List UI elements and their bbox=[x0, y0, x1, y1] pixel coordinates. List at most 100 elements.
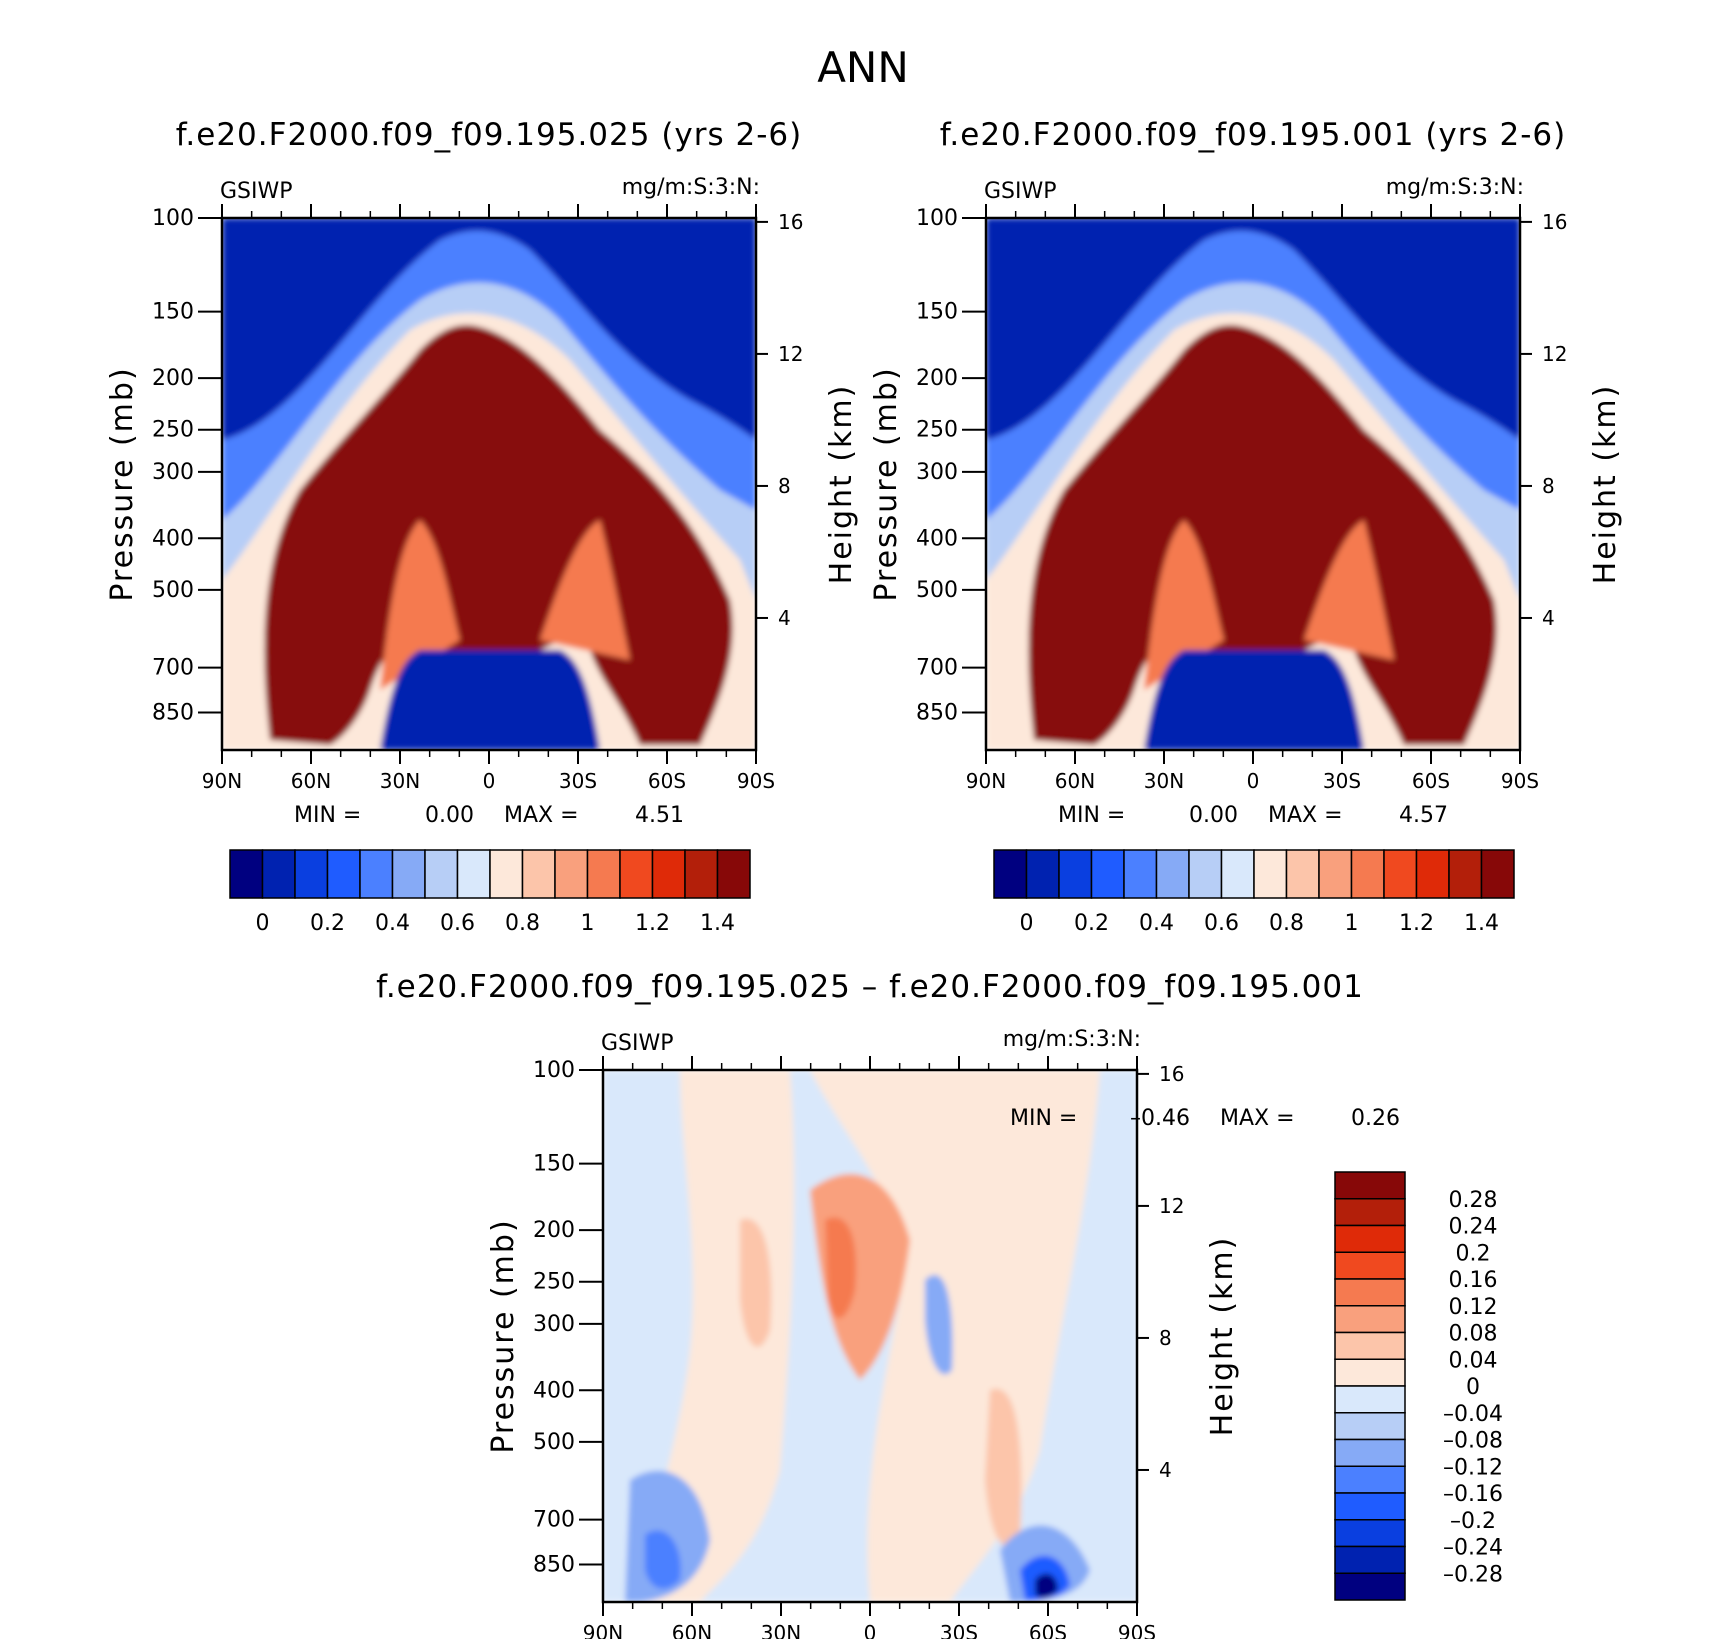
colorbar-label: 0 bbox=[256, 911, 270, 936]
y-tick-label: 250 bbox=[152, 418, 194, 443]
y-tick-label: 850 bbox=[152, 700, 194, 725]
variable-label: GSIWP bbox=[601, 1031, 674, 1056]
contour-level-low-lobe bbox=[1144, 650, 1364, 750]
panel-title: f.e20.F2000.f09_f09.195.001 (yrs 2-6) bbox=[940, 117, 1567, 153]
min-max-readout: MIN = 0.00 MAX = 4.57 bbox=[1058, 803, 1448, 828]
panel-title: f.e20.F2000.f09_f09.195.025 (yrs 2-6) bbox=[176, 117, 803, 153]
colorbar-label: 0.6 bbox=[1204, 911, 1239, 936]
colorbar-swatch bbox=[684, 849, 719, 899]
max-value: 4.57 bbox=[1399, 803, 1448, 828]
x-tick-label: 30S bbox=[1323, 769, 1361, 793]
colorbar-label: 1.2 bbox=[635, 911, 670, 936]
colorbar-swatch bbox=[359, 849, 394, 899]
y-tick-label: 300 bbox=[533, 1312, 575, 1337]
max-label: MAX = bbox=[504, 803, 579, 828]
colorbar-swatch bbox=[1318, 849, 1353, 899]
y-tick-label: 100 bbox=[152, 206, 194, 231]
colorbar-1: 0 0.2 0.4 0.6 0.8 1 1.2 1.4 bbox=[993, 849, 1515, 936]
colorbar-swatch bbox=[1334, 1224, 1406, 1253]
colorbar-swatch bbox=[1058, 849, 1093, 899]
contour-field bbox=[603, 1070, 1137, 1602]
colorbar-label: 0.4 bbox=[375, 911, 410, 936]
x-tick-label: 60S bbox=[648, 769, 686, 793]
colorbar-swatch bbox=[1480, 849, 1515, 899]
colorbar-swatch bbox=[456, 849, 491, 899]
colorbar-swatch bbox=[1334, 1251, 1406, 1280]
min-max-readout: MIN = –0.46 MAX = 0.26 bbox=[1010, 1106, 1400, 1131]
colorbar-label: 0.2 bbox=[1074, 911, 1109, 936]
colorbar-label: –0.24 bbox=[1443, 1536, 1503, 1561]
colorbar-swatch bbox=[489, 849, 524, 899]
colorbar-label: 0.04 bbox=[1449, 1348, 1498, 1373]
min-label: MIN = bbox=[1058, 803, 1125, 828]
y-tick-label: 300 bbox=[916, 460, 958, 485]
x-tick-label: 90S bbox=[737, 769, 775, 793]
colorbar-2: 0.280.240.20.160.120.080.040–0.04–0.08–0… bbox=[1334, 1171, 1503, 1601]
contour-level-negative-lobe bbox=[925, 1274, 953, 1375]
colorbar-label: 0 bbox=[1466, 1375, 1480, 1400]
x-tick-label: 0 bbox=[864, 1621, 877, 1639]
y-tick-label: 700 bbox=[152, 656, 194, 681]
colorbar-swatch bbox=[554, 849, 589, 899]
colorbar-swatch bbox=[1350, 849, 1385, 899]
y2-tick-label: 16 bbox=[1159, 1062, 1184, 1086]
min-max-readout: MIN = 0.00 MAX = 4.51 bbox=[294, 803, 684, 828]
y-tick-label: 200 bbox=[533, 1218, 575, 1243]
contour-level-negative-high bbox=[645, 1530, 681, 1589]
colorbar-swatch bbox=[294, 849, 329, 899]
y2-tick-label: 12 bbox=[1159, 1194, 1184, 1218]
contour-field bbox=[986, 218, 1520, 750]
colorbar-swatch bbox=[1334, 1492, 1406, 1521]
panel-test: f.e20.F2000.f09_f09.195.001 (yrs 2-6) GS… bbox=[940, 117, 1567, 750]
x-tick-label: 0 bbox=[483, 769, 496, 793]
contour-level-positive-high bbox=[825, 1217, 856, 1319]
contour-level-positive-small bbox=[640, 1070, 795, 1602]
panel-difference: f.e20.F2000.f09_f09.195.025 – f.e20.F200… bbox=[376, 969, 1363, 1602]
colorbar-label: 0 bbox=[1020, 911, 1034, 936]
colorbar-swatch bbox=[1334, 1198, 1406, 1227]
min-value: 0.00 bbox=[1189, 803, 1238, 828]
max-label: MAX = bbox=[1220, 1106, 1295, 1131]
colorbar-label: –0.16 bbox=[1443, 1482, 1503, 1507]
colorbar-swatch bbox=[1285, 849, 1320, 899]
contour-level-upper-mid bbox=[1144, 520, 1394, 690]
colorbar-swatch bbox=[229, 849, 264, 899]
y-tick-label: 700 bbox=[533, 1508, 575, 1533]
y-tick-label: 200 bbox=[152, 366, 194, 391]
colorbar-swatch bbox=[1334, 1331, 1406, 1360]
y-tick-label: 300 bbox=[152, 460, 194, 485]
variable-label: GSIWP bbox=[984, 179, 1057, 204]
colorbar-swatch bbox=[1220, 849, 1255, 899]
colorbar-swatch bbox=[261, 849, 296, 899]
y2-axis-label: Height (km) bbox=[1588, 384, 1623, 585]
max-label: MAX = bbox=[1268, 803, 1343, 828]
colorbar-swatch bbox=[1334, 1171, 1406, 1200]
colorbar-swatch bbox=[424, 849, 459, 899]
y2-tick-label: 4 bbox=[778, 606, 791, 630]
min-label: MIN = bbox=[1010, 1106, 1077, 1131]
colorbar-label: 0.8 bbox=[505, 911, 540, 936]
y2-tick-label: 12 bbox=[778, 342, 803, 366]
y2-axis-label: Height (km) bbox=[1205, 1236, 1240, 1437]
colorbar-label: –0.28 bbox=[1443, 1562, 1503, 1587]
y-tick-label: 400 bbox=[916, 526, 958, 551]
y-tick-label: 150 bbox=[533, 1152, 575, 1177]
colorbar-label: 1 bbox=[581, 911, 595, 936]
colorbar-swatch bbox=[1025, 849, 1060, 899]
y-tick-label: 500 bbox=[916, 578, 958, 603]
x-tick-label: 60N bbox=[291, 769, 331, 793]
colorbar-swatch bbox=[1383, 849, 1418, 899]
y-tick-label: 250 bbox=[916, 418, 958, 443]
y-tick-label: 250 bbox=[533, 1270, 575, 1295]
x-tick-label: 90N bbox=[966, 769, 1006, 793]
max-value: 4.51 bbox=[635, 803, 684, 828]
colorbar-0: 0 0.2 0.4 0.6 0.8 1 1.2 1.4 bbox=[229, 849, 751, 936]
y-tick-label: 850 bbox=[916, 700, 958, 725]
colorbar-swatch bbox=[1123, 849, 1158, 899]
colorbar-label: 0.16 bbox=[1449, 1268, 1498, 1293]
colorbar-swatch bbox=[586, 849, 621, 899]
min-label: MIN = bbox=[294, 803, 361, 828]
y-tick-label: 100 bbox=[916, 206, 958, 231]
x-tick-label: 90N bbox=[583, 1621, 623, 1639]
